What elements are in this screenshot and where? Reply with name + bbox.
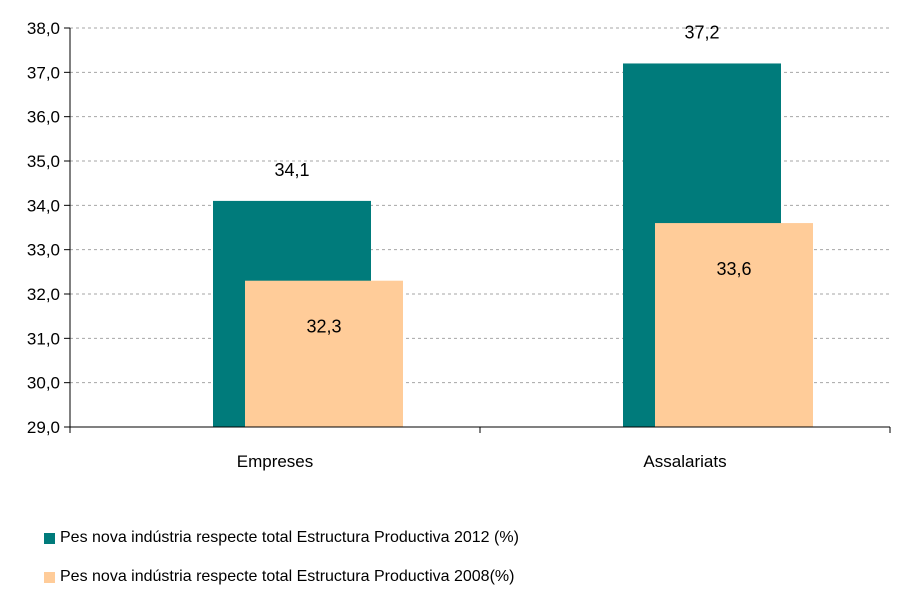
y-tick-label-1: 30,0 [27,374,60,393]
data-label-assalariats-0: 37,2 [684,22,719,42]
labels: 34,1 32,3 Empreses 37,2 33,6 Assalariats [237,22,752,471]
legend-swatch-2012 [44,532,55,544]
data-label-empreses-0: 34,1 [274,160,309,180]
data-label-assalariats-1: 33,6 [716,259,751,279]
legend-label-2012: Pes nova indústria respecte total Estruc… [60,529,519,546]
gridlines [70,27,890,384]
legend-item-2008: Pes nova indústria respecte total Estruc… [44,567,519,587]
y-tick-label-8: 37,0 [27,63,60,82]
data-label-empreses-1: 32,3 [306,317,341,337]
y-tick-label-9: 38,0 [27,19,60,38]
category-label-empreses: Empreses [237,452,314,471]
legend-swatch-2008 [44,571,55,583]
y-tick-label-3: 32,0 [27,285,60,304]
y-tick-label-5: 34,0 [27,196,60,215]
axes: 29,0 30,0 31,0 32,0 33,0 34,0 35,0 36,0 37,0 38,0 [27,19,891,437]
category-label-assalariats: Assalariats [643,452,726,471]
bar-assalariats-1 [655,223,813,427]
bars [213,63,813,427]
y-tick-label-7: 36,0 [27,108,60,127]
y-tick-label-4: 33,0 [27,241,60,260]
y-tick-label-0: 29,0 [27,418,60,437]
legend: Pes nova indústria respecte total Estruc… [44,528,519,606]
legend-item-2012: Pes nova indústria respecte total Estruc… [44,528,519,548]
y-tick-label-2: 31,0 [27,329,60,348]
legend-label-2008: Pes nova indústria respecte total Estruc… [60,568,515,585]
bar-empreses-1 [245,280,403,427]
y-tick-label-6: 35,0 [27,152,60,171]
bar-chart: 29,0 30,0 31,0 32,0 33,0 34,0 35,0 36,0 37,0 38,0… [27,19,891,471]
